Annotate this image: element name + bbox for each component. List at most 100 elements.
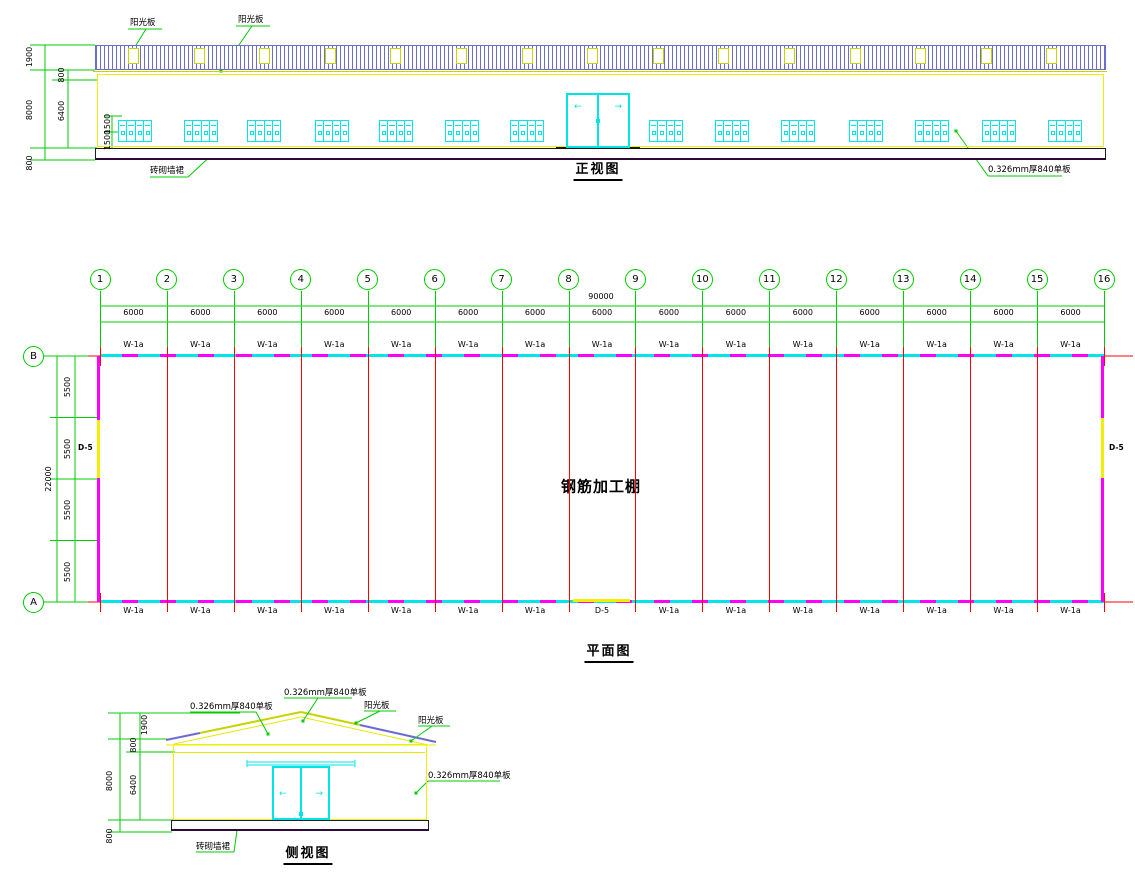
window-pane	[144, 121, 151, 141]
window-pane	[1008, 121, 1015, 141]
window-handle	[868, 131, 873, 135]
window-pane	[528, 121, 536, 141]
window-sash-line	[249, 125, 255, 126]
steel-sheet-label: 0.326mm厚840单板	[284, 688, 367, 698]
window-sash-line	[717, 125, 723, 126]
column-frame-line	[166, 347, 168, 612]
door-label-right: D-5	[1109, 443, 1124, 452]
bay-dimension: 6000	[926, 308, 947, 317]
window-sash-line	[725, 125, 731, 126]
grid-bubble: 4	[290, 269, 312, 290]
grid-bubble: 16	[1093, 269, 1115, 290]
window-pane	[127, 121, 136, 141]
eave-strip-line	[93, 71, 1107, 72]
room-label: 钢筋加工棚	[560, 477, 642, 496]
bay-dimension: 6000	[725, 308, 747, 317]
sun-panel-label: 阳光板	[418, 716, 444, 726]
wall-panel-label: W-1a	[658, 606, 680, 615]
grid-axis-line	[635, 291, 637, 356]
window-handle	[800, 131, 805, 135]
door-handle	[299, 812, 303, 816]
plan-wall-right	[1101, 356, 1104, 602]
window-pane	[265, 121, 273, 141]
window-pane	[983, 121, 992, 141]
window-handle	[390, 131, 395, 135]
window-sash-line	[867, 125, 873, 126]
window-pane	[924, 121, 933, 141]
door-swing-right-icon: →	[614, 102, 622, 112]
window-sash-line	[1058, 125, 1064, 126]
wall-panel-label: W-1a	[725, 340, 747, 349]
window-pane	[380, 121, 389, 141]
window-sash-line	[120, 125, 126, 126]
dim-skirt-height: 800	[105, 828, 114, 844]
column-axis-tick	[1104, 347, 1105, 366]
column-frame-line	[434, 347, 436, 612]
window-handle	[145, 131, 150, 135]
wall-skirt-label: 砖砌墙裙	[196, 842, 231, 852]
wall-panel-label: W-1a	[457, 606, 479, 615]
window-handle	[942, 131, 947, 135]
bay-dimension: 6000	[324, 308, 345, 317]
window-pane	[658, 121, 667, 141]
sun-panel-label: 阳光板	[130, 18, 156, 28]
dim-total-height: 8000	[105, 770, 114, 792]
door-handle	[596, 118, 600, 123]
window-sash-line	[333, 125, 339, 126]
dim-total-depth: 22000	[44, 466, 53, 492]
window-handle	[808, 131, 813, 135]
window-pane	[675, 121, 682, 141]
column-axis-tick	[1104, 593, 1105, 612]
window-handle	[718, 131, 722, 135]
steel-sheet-label: 0.326mm厚840单板	[428, 771, 511, 781]
bay-dimension: 6000	[257, 308, 278, 317]
window-handle	[318, 131, 322, 135]
wall-panel-label: D-5	[594, 606, 610, 615]
front-entry-door: ← →	[566, 93, 630, 148]
column-frame-line	[568, 347, 570, 612]
grid-bubble: 11	[758, 269, 780, 290]
window-pane	[193, 121, 202, 141]
plan-wall-left	[97, 356, 100, 602]
window-pane	[867, 121, 875, 141]
bay-dimension: 6000	[123, 308, 144, 317]
column-frame-line	[1037, 347, 1039, 612]
grid-axis-line	[769, 291, 771, 356]
dim-wall-height: 6400	[129, 774, 138, 796]
window-sash-line	[667, 125, 673, 126]
window-sash-line	[741, 125, 747, 126]
wall-panel-label: W-1a	[524, 606, 546, 615]
window-sash-line	[202, 125, 208, 126]
skylight-panel	[1046, 48, 1058, 64]
window-handle	[121, 131, 125, 135]
window-handle	[860, 131, 865, 135]
window-group	[649, 120, 683, 142]
window-pane	[536, 121, 543, 141]
window-group	[1048, 120, 1082, 142]
window-pane	[1000, 121, 1008, 141]
steel-sheet-label: 0.326mm厚840单板	[190, 702, 273, 712]
window-handle	[203, 131, 208, 135]
window-handle	[668, 131, 673, 135]
skylight-panel	[652, 48, 664, 64]
skylight-panel	[980, 48, 992, 64]
window-pane	[341, 121, 348, 141]
window-sash-line	[257, 125, 263, 126]
bay-dimension: 6000	[524, 308, 546, 317]
skylight-panel	[521, 48, 533, 64]
window-pane	[790, 121, 799, 141]
grid-axis-line	[836, 291, 838, 356]
window-sash-line	[733, 125, 739, 126]
window-sash-line	[325, 125, 331, 126]
window-pane	[273, 121, 280, 141]
depth-segment-dimension: 5500	[63, 499, 72, 521]
window-sash-line	[471, 125, 477, 126]
window-pane	[782, 121, 791, 141]
side-view-title: 侧视图	[283, 847, 333, 865]
window-handle	[652, 131, 656, 135]
side-eave-inner-line	[175, 752, 425, 753]
window-pane	[916, 121, 925, 141]
wall-panel-label: W-1a	[123, 606, 144, 615]
window-handle	[211, 131, 216, 135]
